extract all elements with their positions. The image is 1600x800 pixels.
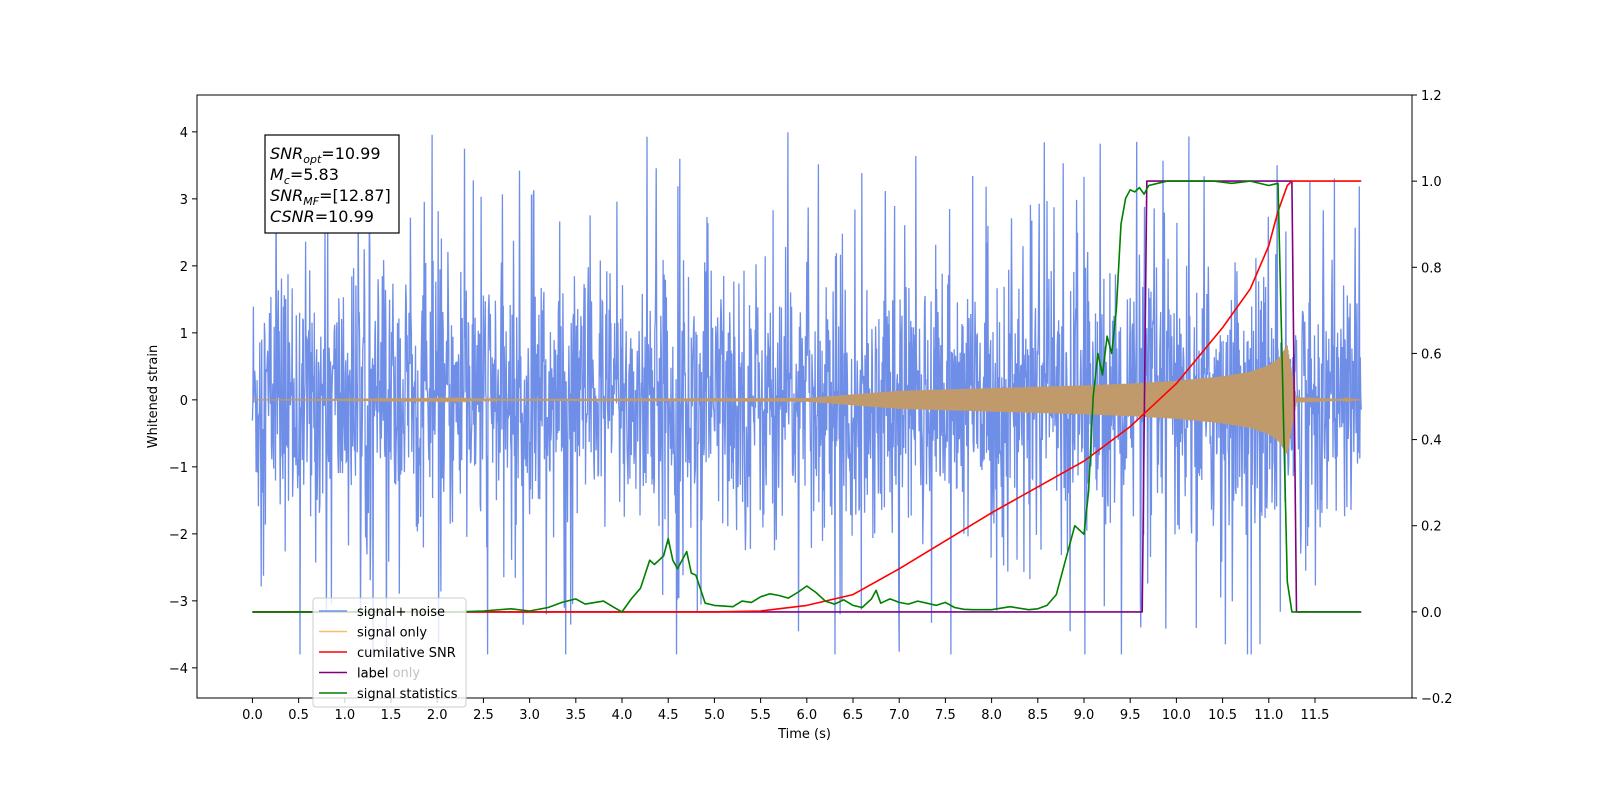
y-tick-label: −1 — [169, 461, 188, 476]
x-tick-label: 3.0 — [519, 708, 540, 723]
x-tick-label: 5.0 — [704, 708, 725, 723]
y-right-tick-label: 1.0 — [1421, 175, 1442, 190]
annotation-line: SNRMF=[12.87] — [270, 186, 391, 208]
plot-frame — [196, 94, 1413, 699]
x-tick-label: 5.5 — [750, 708, 771, 723]
x-tick-label: 8.0 — [981, 708, 1002, 723]
x-tick-label: 11.0 — [1254, 708, 1283, 723]
signal-only-line — [252, 345, 1362, 454]
annotation-box: SNRopt=10.99Mc=5.83SNRMF=[12.87]CSNR=10.… — [264, 134, 400, 234]
cumulative-snr-line — [252, 180, 1362, 613]
y-tick-label: −4 — [169, 662, 188, 677]
legend-label: label — [357, 667, 388, 682]
annotation-line: CSNR=10.99 — [270, 207, 374, 226]
x-tick-label: 6.0 — [796, 708, 817, 723]
x-tick-label: 6.5 — [843, 708, 864, 723]
legend-label: signal only — [357, 626, 427, 641]
x-tick-label: 4.5 — [658, 708, 679, 723]
x-axis-label: Time (s) — [777, 727, 831, 742]
signal-statistics-line — [252, 180, 1362, 613]
y-right-tick-label: 0.6 — [1421, 347, 1442, 362]
legend-label: signal statistics — [357, 687, 458, 702]
y-right-tick-label: 0.8 — [1421, 261, 1442, 276]
x-tick-label: 0.5 — [288, 708, 309, 723]
y-right-tick-label: 1.2 — [1421, 89, 1442, 104]
legend-label: signal+ noise — [357, 605, 445, 620]
annotation-frame — [264, 134, 400, 234]
y-axis-right: −0.2 0.0 0.2 0.4 0.6 0.8 1.0 1.2 — [1412, 89, 1453, 707]
annotation-line: Mc=5.83 — [270, 165, 339, 187]
y-right-tick-label: 0.2 — [1421, 520, 1442, 535]
y-tick-label: 2 — [180, 260, 188, 275]
x-tick-label: 10.5 — [1208, 708, 1237, 723]
x-tick-label: 10.0 — [1162, 708, 1191, 723]
x-tick-label: 11.5 — [1301, 708, 1330, 723]
y-tick-label: 4 — [180, 126, 188, 141]
legend-label-ghost: label only — [357, 666, 420, 681]
x-tick-label: 0.0 — [242, 708, 263, 723]
x-axis: 0.0 0.5 1.0 1.5 2.0 2.5 3.0 3.5 4.0 4.5 5.0 5.5 6.0 6… — [242, 698, 1329, 723]
right-axis-series — [252, 180, 1362, 613]
annotation-line: SNRopt=10.99 — [270, 144, 381, 166]
x-tick-label: 2.0 — [427, 708, 448, 723]
x-tick-label: 7.5 — [935, 708, 956, 723]
y-right-tick-label: 0.0 — [1421, 606, 1442, 621]
x-tick-label: 7.0 — [889, 708, 910, 723]
y-tick-label: 0 — [180, 394, 188, 409]
x-tick-label: 9.5 — [1120, 708, 1141, 723]
x-tick-label: 1.5 — [381, 708, 402, 723]
x-tick-label: 9.0 — [1074, 708, 1095, 723]
signal-only-series — [252, 345, 1362, 454]
legend: signal+ noise signal only cumilative SNR la… — [312, 597, 467, 708]
y-axis-label: Whitened strain — [146, 345, 161, 448]
y-tick-label: −2 — [169, 528, 188, 543]
x-tick-label: 8.5 — [1027, 708, 1048, 723]
legend-frame — [312, 597, 467, 708]
x-tick-label: 3.5 — [565, 708, 586, 723]
x-tick-label: 1.0 — [334, 708, 355, 723]
y-tick-label: −3 — [169, 595, 188, 610]
y-right-tick-label: −0.2 — [1421, 692, 1453, 707]
y-tick-label: 1 — [180, 327, 188, 342]
x-tick-label: 4.0 — [612, 708, 633, 723]
y-axis-left: −4 −3 −2 −1 0 1 2 3 4 — [169, 126, 197, 677]
legend-label: cumilative SNR — [357, 646, 456, 661]
y-right-tick-label: 0.4 — [1421, 434, 1442, 449]
y-tick-label: 3 — [180, 193, 188, 208]
x-tick-label: 2.5 — [473, 708, 494, 723]
